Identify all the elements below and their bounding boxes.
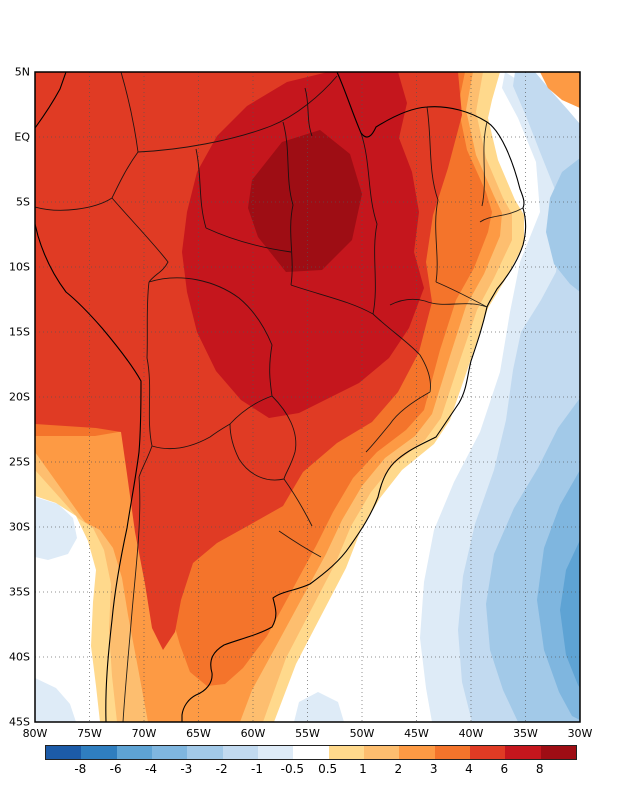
colorbar-segment — [505, 746, 541, 759]
colorbar-tick-label: -1 — [251, 762, 263, 776]
colorbar-segment — [46, 746, 82, 759]
colorbar-segment — [116, 746, 152, 759]
lat-tick-label: 10S — [9, 260, 30, 274]
lon-tick-label: 65W — [186, 727, 211, 740]
lon-tick-label: 60W — [240, 727, 266, 740]
colorbar-tick-label: -2 — [215, 762, 228, 776]
colorbar-tick-label: 1 — [359, 762, 367, 776]
colorbar-tick-label: -6 — [109, 762, 122, 776]
graticule-grid — [35, 72, 580, 722]
lat-tick-label: 25S — [9, 455, 30, 469]
lon-tick-label: 45W — [404, 727, 429, 740]
coastline — [35, 72, 527, 722]
country-borders — [35, 72, 524, 722]
colorbar-segment — [399, 746, 435, 759]
lon-tick-label: 40W — [458, 727, 484, 740]
lat-tick-label: 5N — [14, 65, 30, 79]
lon-tick-label: 75W — [77, 727, 102, 740]
colorbar: -8 -6 -4 -3 -2 -1 -0.5 0.5 1 2 3 4 6 8 — [45, 745, 577, 780]
lat-tick-label: 5S — [16, 195, 30, 209]
colorbar-segment — [222, 746, 258, 759]
colorbar-tick-label: -3 — [180, 762, 193, 776]
lat-tick-label: 35S — [9, 585, 30, 599]
lat-tick-label: 20S — [9, 390, 30, 404]
colorbar-tick-label: -0.5 — [280, 762, 305, 776]
lat-tick-label: 40S — [9, 650, 30, 664]
colorbar-segment — [540, 746, 576, 759]
lon-tick-label: 80W — [22, 727, 48, 740]
colorbar-tick-label: 4 — [465, 762, 473, 776]
lat-tick-label: 45S — [9, 715, 30, 729]
colorbar-tick-label: 0.5 — [318, 762, 338, 776]
colorbar-segment — [81, 746, 117, 759]
colorbar-tick-label: -8 — [74, 762, 87, 776]
lon-tick-label: 30W — [567, 727, 593, 740]
colorbar-segment — [257, 746, 294, 759]
colorbar-segment — [187, 746, 223, 759]
lat-tick-label: EQ — [14, 130, 30, 144]
colorbar-segment — [151, 746, 188, 759]
lon-tick-label: 70W — [131, 727, 157, 740]
colorbar-segment — [469, 746, 506, 759]
lon-tick-label: 35W — [513, 727, 538, 740]
colorbar-tick-label: 3 — [429, 762, 438, 776]
lat-tick-label: 30S — [9, 520, 30, 534]
colorbar-segment — [434, 746, 470, 759]
colorbar-segment — [328, 746, 364, 759]
colorbar-segment — [293, 746, 329, 759]
colorbar-tick-label: -4 — [145, 762, 157, 776]
colorbar-tick-label: 6 — [500, 762, 509, 776]
lon-tick-label: 55W — [295, 727, 320, 740]
positive-anomaly-field — [35, 72, 580, 722]
colorbar-labels: -8 -6 -4 -3 -2 -1 -0.5 0.5 1 2 3 4 6 8 — [45, 762, 575, 780]
colorbar-segment — [363, 746, 400, 759]
colorbar-tick-label: 8 — [535, 762, 544, 776]
colorbar-tick-label: 2 — [394, 762, 403, 776]
map-frame — [34, 71, 581, 723]
colorbar-segments — [45, 745, 577, 760]
lat-tick-label: 15S — [9, 325, 30, 339]
lon-tick-label: 50W — [349, 727, 375, 740]
